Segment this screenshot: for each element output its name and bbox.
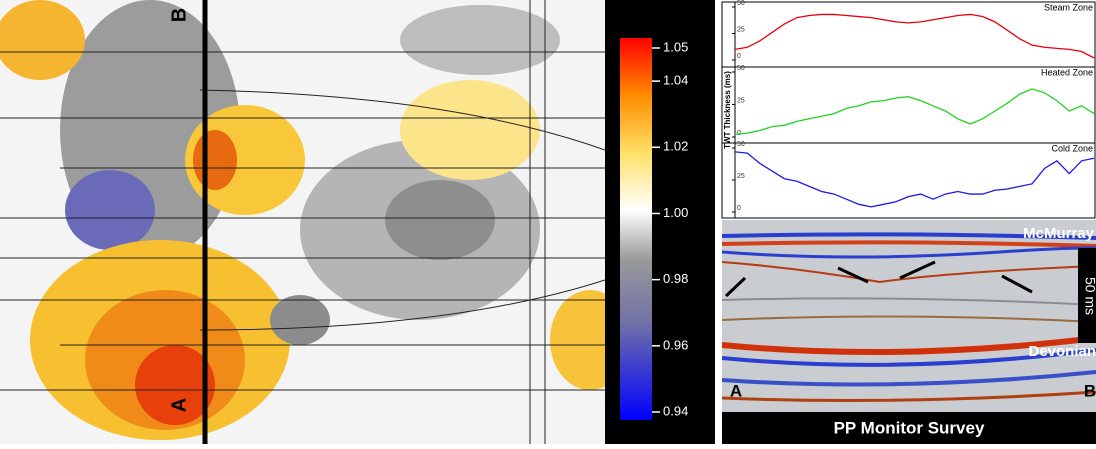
zone-line <box>735 89 1094 134</box>
section-bottom-label: Devonian <box>1028 343 1096 360</box>
y-tick-label: 0 <box>737 205 741 212</box>
colorbar-tick-label: 1.02 <box>663 139 688 154</box>
y-tick-label: 50 <box>737 0 745 7</box>
panel-frame <box>722 143 1095 218</box>
zone-line <box>735 14 1094 57</box>
colorbar-tick-label: 0.98 <box>663 271 688 286</box>
seismic-section <box>722 220 1096 412</box>
series-name: Heated Zone <box>1041 67 1093 77</box>
section-left-end: A <box>730 381 742 400</box>
colorbar-tick-label: 1.00 <box>663 205 688 220</box>
y-tick-label: 50 <box>737 65 745 72</box>
y-tick-label: 50 <box>737 141 745 148</box>
y-tick-label: 25 <box>737 173 745 180</box>
colorbar-tick-label: 0.94 <box>663 403 688 418</box>
figure: McMurray 50 ms Devonian A B PP Monitor S… <box>0 0 1096 444</box>
map-label: A <box>168 398 190 412</box>
section-scale-label: 50 ms <box>1082 277 1096 315</box>
y-tick-label: 0 <box>737 53 741 60</box>
colorbar-tick-label: 0.96 <box>663 337 688 352</box>
section-right-end: B <box>1084 381 1096 400</box>
amplitude-map <box>0 0 630 444</box>
y-tick-label: 25 <box>737 97 745 104</box>
y-tick-label: 25 <box>737 26 745 33</box>
colorbar <box>620 38 652 420</box>
series-name: Cold Zone <box>1051 143 1093 153</box>
series-name: Steam Zone <box>1044 2 1093 12</box>
zone-line <box>735 152 1094 207</box>
map-label: B <box>168 8 190 22</box>
section-title: PP Monitor Survey <box>834 418 985 437</box>
section-top-label: McMurray <box>1023 225 1095 242</box>
colorbar-tick-label: 1.05 <box>663 39 688 54</box>
panel-frame <box>722 67 1095 143</box>
panel-frame <box>722 2 1095 67</box>
y-axis-label: TWT Thickness (ms) <box>723 71 732 149</box>
colorbar-tick-label: 1.04 <box>663 73 688 88</box>
